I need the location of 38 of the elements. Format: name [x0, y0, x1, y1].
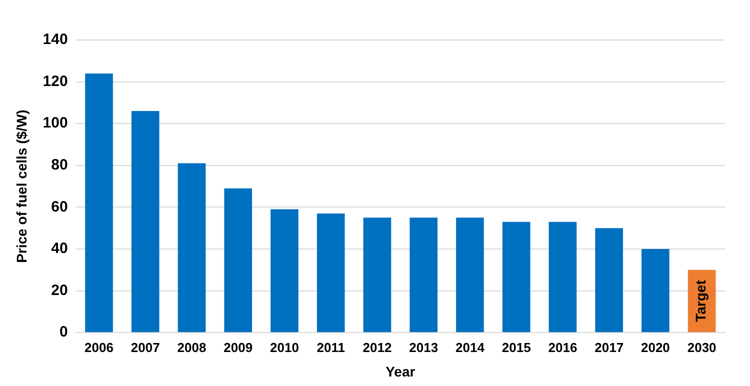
x-tick-label: 2012: [362, 340, 392, 355]
x-tick-label: 2016: [548, 340, 578, 355]
bar: [363, 218, 392, 332]
bar: [131, 111, 160, 332]
y-tick-label: 20: [51, 282, 68, 299]
x-tick-label: 2015: [502, 340, 531, 355]
x-tick-label: 2030: [687, 340, 716, 355]
bar: [85, 73, 113, 332]
x-tick-label: 2010: [270, 340, 299, 355]
y-axis-title: Price of fuel cells ($/W): [13, 110, 30, 263]
bar: [502, 222, 530, 332]
y-tick-label: 60: [51, 198, 68, 216]
x-axis-title: Year: [386, 363, 416, 380]
x-tick-label: 2020: [640, 340, 670, 355]
y-tick-label: 140: [42, 31, 68, 48]
x-tick-label: 2014: [456, 340, 486, 355]
bar: [410, 218, 438, 332]
bar: [178, 163, 206, 332]
bar: [316, 213, 345, 332]
bar: [548, 222, 577, 332]
bar: [270, 209, 298, 332]
x-tick-label: 2011: [316, 340, 345, 355]
x-tick-label: 2007: [130, 340, 160, 355]
y-tick-label: 80: [51, 156, 68, 174]
x-tick-label: 2006: [84, 340, 114, 355]
x-tick-label: 2009: [224, 340, 253, 355]
bar: [642, 249, 670, 332]
annotation: Target: [692, 280, 709, 322]
x-tick-label: 2008: [177, 340, 206, 355]
bar: [456, 218, 484, 332]
y-tick-label: 0: [59, 324, 68, 341]
x-tick-label: 2017: [594, 340, 624, 355]
bar: [224, 188, 252, 332]
bar: [595, 228, 623, 332]
y-tick-label: 100: [42, 114, 68, 132]
y-tick-label: 120: [42, 72, 68, 90]
x-tick-label: 2013: [409, 340, 438, 355]
y-tick-label: 40: [51, 240, 68, 258]
